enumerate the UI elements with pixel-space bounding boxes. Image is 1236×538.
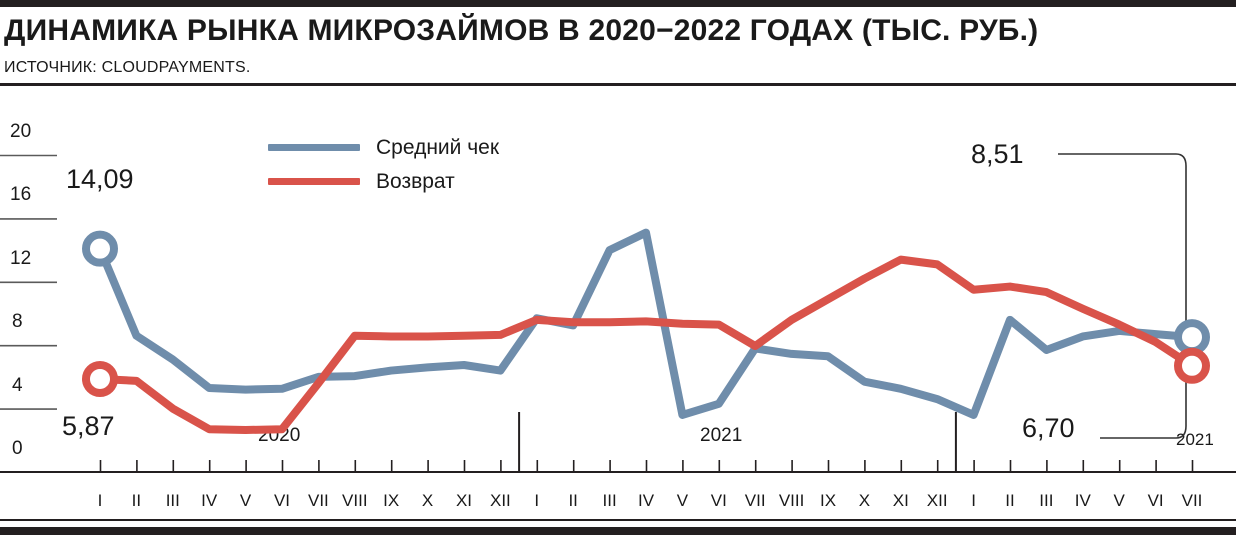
x-tick-group [99,460,1194,472]
source-caption: ИСТОЧНИК: CLOUDPAYMENTS. [4,59,251,76]
x-axis-label-22: XI [892,491,909,510]
x-axis-label-0: I [97,491,103,510]
x-axis-label-14: III [602,491,617,510]
x-axis-label-19: VIII [778,491,805,510]
legend-item-average-check: Средний чек [268,130,499,164]
x-axis-label-2: III [165,491,180,510]
marker-end-average-check [1174,319,1210,356]
x-axis-label-24: I [971,491,976,510]
x-axis-label-25: II [1005,491,1015,510]
callout-start-red: 5,87 [62,411,115,441]
x-axis-label-13: II [568,491,578,510]
legend-swatch-red [268,177,360,185]
x-axis-label-23: XII [926,491,948,510]
legend-item-return: Возврат [268,164,499,198]
legend-swatch-blue [268,143,360,151]
leader-line-end-red [1100,348,1187,439]
x-axis-label-1: II [131,491,142,510]
x-axis-label-9: X [421,491,434,510]
x-axis-label-21: X [858,491,871,510]
chart-legend: Средний чек Возврат [268,130,499,198]
x-axis-label-28: V [1113,491,1125,510]
y-tick-label-12: 12 [10,248,32,269]
y-gridline-group [0,154,57,410]
top-rule [0,0,1236,7]
x-axis-label-15: IV [637,491,655,510]
title-divider-rule [0,83,1236,86]
x-axis-label-17: VI [710,491,727,510]
legend-label-return: Возврат [376,169,455,193]
x-axis-label-18: VII [744,491,766,510]
x-axis-label-20: IX [819,491,837,510]
x-axis-label-6: VII [307,491,329,510]
legend-label-average-check: Средний чек [376,135,500,159]
x-axis-label-30: VII [1181,491,1203,510]
marker-start-average-check [82,230,118,267]
x-axis-label-12: I [534,491,540,510]
callout-start-blue: 14,09 [66,164,134,194]
series-line-average-check [96,228,1196,419]
x-axis-label-11: XII [489,491,511,510]
x-axis-label-27: IV [1074,491,1091,510]
marker-start-return [82,360,118,397]
callout-end-blue: 8,51 [971,139,1024,169]
x-axis-label-4: V [239,491,252,510]
x-axis-label-7: VIII [342,491,368,510]
y-tick-label-16: 16 [10,184,32,205]
x-axis-label-5: VI [273,491,291,510]
bottom-rule [0,527,1236,535]
x-axis-label-26: III [1039,491,1054,510]
axis-box-rule [0,519,1236,521]
series-layer [96,228,1196,434]
chart-svg [0,153,1236,473]
y-tick-label-4: 4 [12,375,23,396]
chart-plot-area: Средний чек Возврат 20 16 12 8 4 0 14,09… [0,86,1236,538]
marker-end-return [1174,347,1210,384]
y-tick-label-0: 0 [12,438,23,459]
year-mark-2022: 2021 [1176,430,1214,449]
x-axis-label-3: IV [201,491,218,510]
x-axis-label-29: VI [1147,491,1164,510]
x-axis-label-16: V [676,491,689,510]
period-divider-group [518,412,957,472]
year-mark-2021: 2021 [700,425,743,446]
page-title: ДИНАМИКА РЫНКА МИКРОЗАЙМОВ В 2020−2022 Г… [4,14,1039,47]
leader-line-end-blue [1058,153,1187,326]
series-line-return [96,255,1196,434]
x-axis-label-8: IX [383,491,400,510]
x-axis-label-10: XI [455,491,473,510]
callout-end-red: 6,70 [1022,413,1075,443]
y-tick-label-20: 20 [10,121,32,142]
y-tick-label-8: 8 [12,311,23,332]
series-marker-layer [82,230,1210,397]
